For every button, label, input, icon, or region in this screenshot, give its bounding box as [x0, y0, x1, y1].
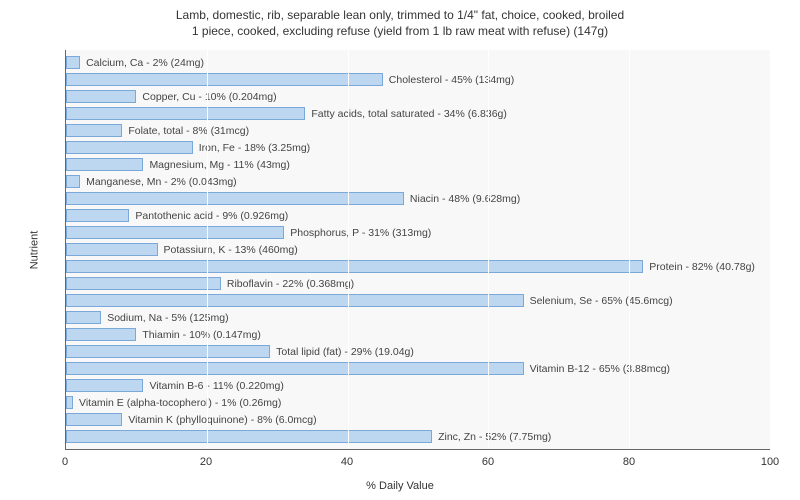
bar-label: Cholesterol - 45% (134mg) — [389, 74, 514, 86]
plot-area: Calcium, Ca - 2% (24mg) Cholesterol - 45%… — [65, 50, 770, 450]
bar-label: Magnesium, Mg - 11% (43mg) — [149, 159, 289, 171]
title-line-1: Lamb, domestic, rib, separable lean only… — [176, 8, 624, 22]
bar-row: Pantothenic acid - 9% (0.926mg) — [66, 209, 770, 223]
bar-row: Total lipid (fat) - 29% (19.04g) — [66, 345, 770, 359]
gridline — [488, 50, 489, 449]
bars-container: Calcium, Ca - 2% (24mg) Cholesterol - 45%… — [66, 54, 770, 445]
bar-label: Phosphorus, P - 31% (313mg) — [290, 227, 431, 239]
bar-row: Calcium, Ca - 2% (24mg) — [66, 56, 770, 70]
bar-row: Selenium, Se - 65% (45.6mcg) — [66, 294, 770, 308]
bar-row: Manganese, Mn - 2% (0.043mg) — [66, 175, 770, 189]
x-axis-label: % Daily Value — [366, 480, 434, 492]
bar-label: Calcium, Ca - 2% (24mg) — [86, 57, 204, 69]
bar-label: Sodium, Na - 5% (125mg) — [107, 312, 228, 324]
bar-row: Thiamin - 10% (0.147mg) — [66, 328, 770, 342]
bar-label: Riboflavin - 22% (0.368mg) — [227, 278, 354, 290]
bar — [66, 90, 136, 103]
bar — [66, 107, 305, 120]
bar-label: Vitamin K (phylloquinone) - 8% (6.0mcg) — [128, 414, 316, 426]
bar-label: Copper, Cu - 10% (0.204mg) — [142, 91, 276, 103]
bar — [66, 260, 643, 273]
bar — [66, 158, 143, 171]
bar — [66, 362, 524, 375]
bar-row: Fatty acids, total saturated - 34% (6.83… — [66, 107, 770, 121]
bar — [66, 243, 158, 256]
bar — [66, 56, 80, 69]
bar-row: Vitamin B-12 - 65% (3.88mcg) — [66, 362, 770, 376]
bar — [66, 345, 270, 358]
bar — [66, 209, 129, 222]
bar — [66, 379, 143, 392]
bar — [66, 277, 221, 290]
chart-title: Lamb, domestic, rib, separable lean only… — [0, 0, 800, 39]
title-line-2: 1 piece, cooked, excluding refuse (yield… — [192, 24, 608, 38]
bar-row: Riboflavin - 22% (0.368mg) — [66, 277, 770, 291]
bar — [66, 73, 383, 86]
bar-row: Cholesterol - 45% (134mg) — [66, 73, 770, 87]
bar-row: Phosphorus, P - 31% (313mg) — [66, 226, 770, 240]
x-tick-label: 40 — [341, 456, 353, 468]
bar — [66, 311, 101, 324]
bar — [66, 124, 122, 137]
bar-row: Iron, Fe - 18% (3.25mg) — [66, 141, 770, 155]
bar — [66, 141, 193, 154]
bar-label: Manganese, Mn - 2% (0.043mg) — [86, 176, 237, 188]
bar — [66, 328, 136, 341]
bar-label: Vitamin B-12 - 65% (3.88mcg) — [530, 363, 670, 375]
gridline — [629, 50, 630, 449]
bar-row: Vitamin E (alpha-tocopherol) - 1% (0.26m… — [66, 396, 770, 410]
bar-row: Potassium, K - 13% (460mg) — [66, 243, 770, 257]
bar — [66, 175, 80, 188]
bar-label: Iron, Fe - 18% (3.25mg) — [199, 142, 310, 154]
gridline — [770, 50, 771, 449]
bar-label: Selenium, Se - 65% (45.6mcg) — [530, 295, 673, 307]
bar-label: Fatty acids, total saturated - 34% (6.83… — [311, 108, 507, 120]
x-tick-label: 0 — [62, 456, 68, 468]
bar-row: Vitamin B-6 - 11% (0.220mg) — [66, 379, 770, 393]
bar-row: Vitamin K (phylloquinone) - 8% (6.0mcg) — [66, 413, 770, 427]
bar-row: Folate, total - 8% (31mcg) — [66, 124, 770, 138]
bar-row: Magnesium, Mg - 11% (43mg) — [66, 158, 770, 172]
bar — [66, 294, 524, 307]
x-tick-label: 20 — [200, 456, 212, 468]
x-tick-label: 80 — [623, 456, 635, 468]
bar — [66, 430, 432, 443]
bar-row: Protein - 82% (40.78g) — [66, 260, 770, 274]
bar-label: Vitamin E (alpha-tocopherol) - 1% (0.26m… — [79, 397, 281, 409]
bar-label: Niacin - 48% (9.628mg) — [410, 193, 520, 205]
bar — [66, 192, 404, 205]
nutrient-chart: Lamb, domestic, rib, separable lean only… — [0, 0, 800, 500]
gridline — [348, 50, 349, 449]
bar-label: Potassium, K - 13% (460mg) — [164, 244, 298, 256]
bar-row: Sodium, Na - 5% (125mg) — [66, 311, 770, 325]
bar — [66, 413, 122, 426]
bar — [66, 396, 73, 409]
bar-label: Pantothenic acid - 9% (0.926mg) — [135, 210, 288, 222]
bar-label: Thiamin - 10% (0.147mg) — [142, 329, 260, 341]
bar-label: Zinc, Zn - 52% (7.75mg) — [438, 431, 551, 443]
x-tick-label: 60 — [482, 456, 494, 468]
bar-row: Zinc, Zn - 52% (7.75mg) — [66, 430, 770, 444]
y-axis-label: Nutrient — [28, 231, 40, 270]
bar-label: Total lipid (fat) - 29% (19.04g) — [276, 346, 414, 358]
bar-row: Copper, Cu - 10% (0.204mg) — [66, 90, 770, 104]
bar — [66, 226, 284, 239]
gridline — [207, 50, 208, 449]
bar-label: Vitamin B-6 - 11% (0.220mg) — [149, 380, 283, 392]
x-tick-label: 100 — [761, 456, 779, 468]
bar-row: Niacin - 48% (9.628mg) — [66, 192, 770, 206]
bar-label: Protein - 82% (40.78g) — [649, 261, 755, 273]
bar-label: Folate, total - 8% (31mcg) — [128, 125, 249, 137]
